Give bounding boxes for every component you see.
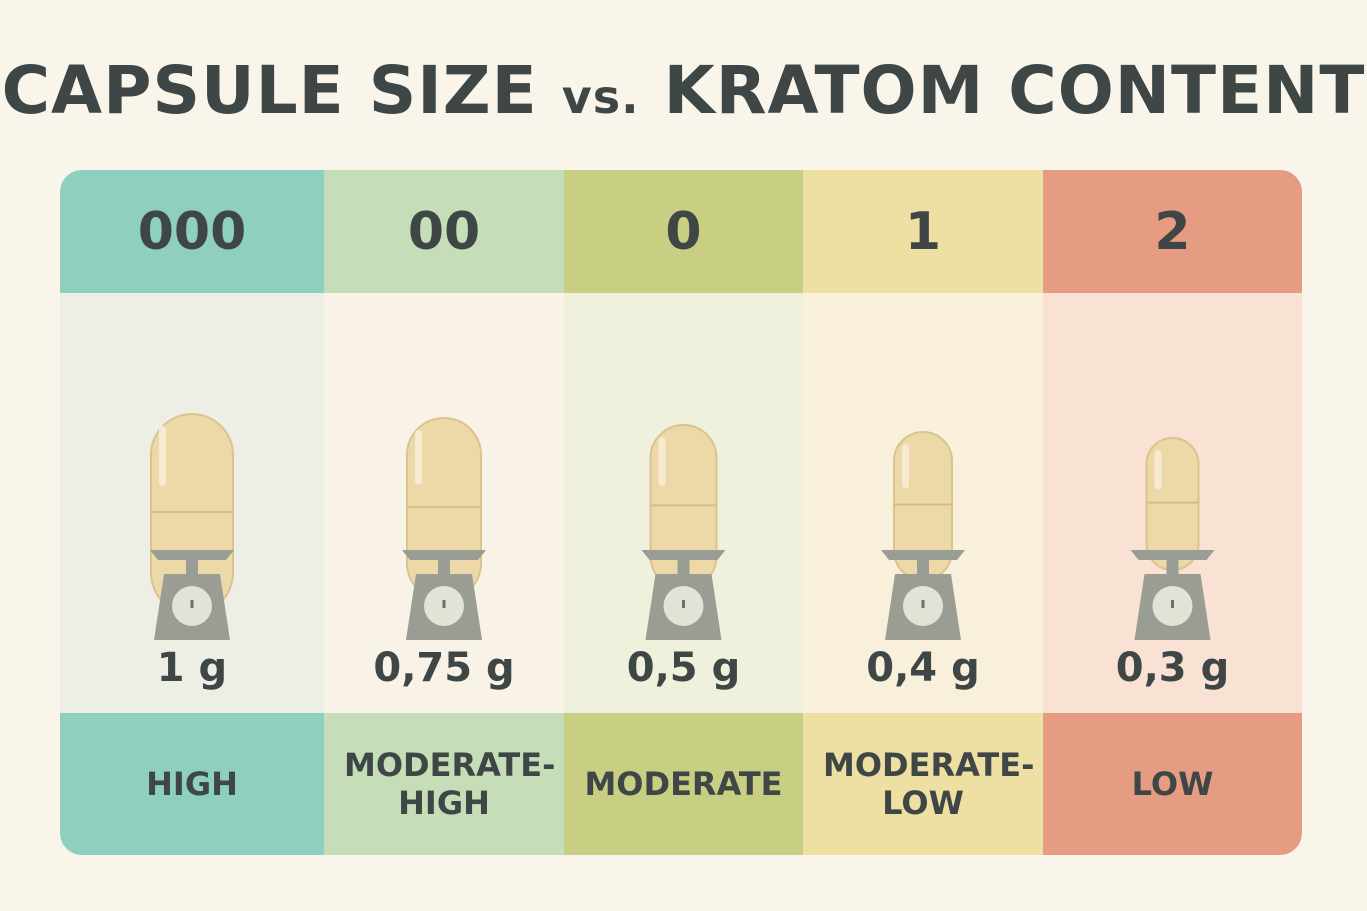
level-cell: MODERATE <box>564 713 803 855</box>
column-body: 1 g <box>60 293 324 713</box>
capsule-shine <box>902 444 909 489</box>
icons <box>150 413 234 640</box>
level-label: MODERATE <box>584 765 783 803</box>
title: CAPSULE SIZE vs. KRATOM CONTENT <box>0 52 1367 129</box>
level-cell: MODERATE-LOW <box>803 713 1043 855</box>
column-body: 0,3 g <box>1043 293 1302 713</box>
title-joiner: vs. <box>561 70 640 124</box>
scale-pan <box>150 550 234 560</box>
column: 0 0,5 g MODERATE <box>564 170 803 855</box>
scale-neck <box>1166 560 1179 574</box>
level-label: MODERATE-LOW <box>823 746 1035 822</box>
scale-neck <box>186 560 198 574</box>
weight-label: 0,75 g <box>373 645 515 691</box>
size-header: 2 <box>1043 170 1302 293</box>
scale-pan <box>641 550 726 560</box>
level-label: LOW <box>1131 765 1214 803</box>
level-cell: HIGH <box>60 713 324 855</box>
scale-pan <box>1130 550 1215 560</box>
level-label: MODERATE-HIGH <box>344 746 556 822</box>
column: 2 0,3 g LOW <box>1043 170 1302 855</box>
title-rest: KRATOM CONTENT <box>663 52 1366 129</box>
icons <box>641 424 726 640</box>
scale-neck <box>438 560 450 574</box>
level-cell: LOW <box>1043 713 1302 855</box>
size-header: 000 <box>60 170 324 293</box>
column-body: 0,4 g <box>803 293 1043 713</box>
size-header: 0 <box>564 170 803 293</box>
capsule-shine <box>1154 450 1162 490</box>
weight-label: 0,5 g <box>626 645 741 691</box>
column-body: 0,5 g <box>564 293 803 713</box>
weight-label: 0,4 g <box>866 645 980 691</box>
capsule-shine <box>415 430 422 485</box>
scale-pan <box>881 550 965 560</box>
capsule-shine <box>159 426 166 486</box>
scale-pan <box>402 550 486 560</box>
icons <box>881 431 965 640</box>
icons <box>402 417 486 640</box>
size-header: 00 <box>324 170 564 293</box>
scale-neck <box>677 560 690 574</box>
icons <box>1130 437 1215 640</box>
column: 00 0,75 g MODERATE-HIGH <box>324 170 564 855</box>
title-main: CAPSULE SIZE <box>1 52 538 129</box>
level-cell: MODERATE-HIGH <box>324 713 564 855</box>
column-body: 0,75 g <box>324 293 564 713</box>
capsule-shine <box>658 437 666 487</box>
capsule-table: 000 1 g HIGH 00 0,75 g MODERATE-HIGH 0 0,5 g MOD… <box>60 170 1302 855</box>
level-label: HIGH <box>146 765 238 803</box>
column: 000 1 g HIGH <box>60 170 324 855</box>
weight-label: 1 g <box>156 645 228 691</box>
size-header: 1 <box>803 170 1043 293</box>
scale-neck <box>917 560 929 574</box>
weight-label: 0,3 g <box>1115 645 1230 691</box>
column: 1 0,4 g MODERATE-LOW <box>803 170 1043 855</box>
